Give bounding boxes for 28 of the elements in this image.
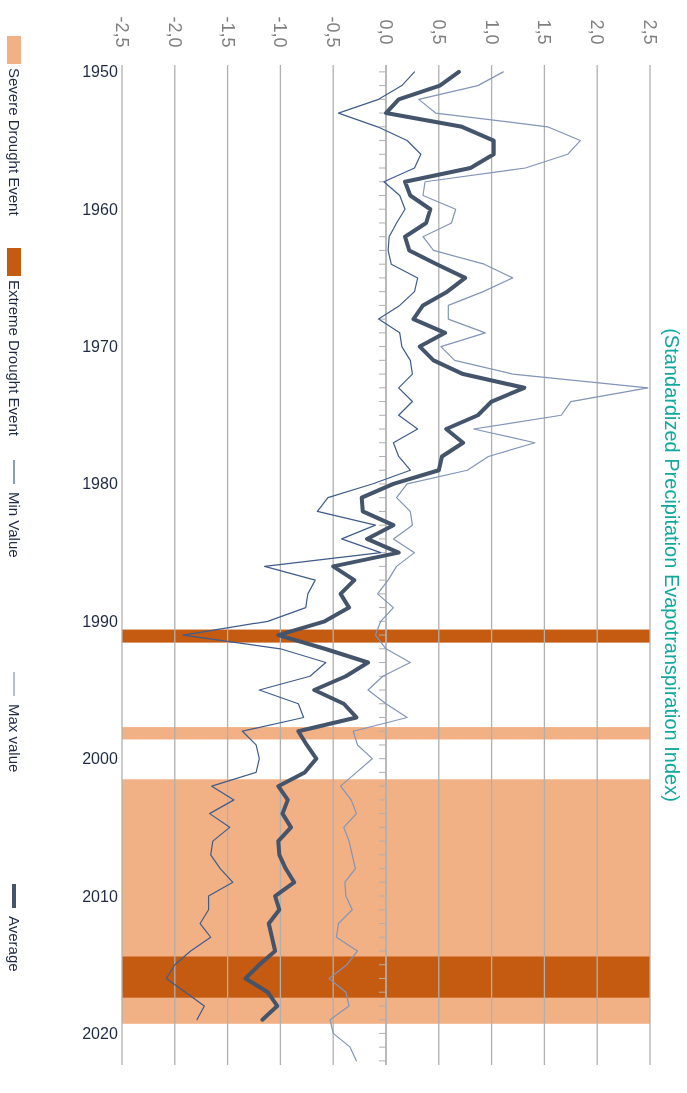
legend-label: Average [5,916,23,972]
x-tick-label: -2,5 [112,16,132,48]
x-tick-label: 2,0 [587,19,608,45]
x-tick-label: 1,0 [481,19,502,45]
line-series [165,71,422,1021]
y-tick-label: 1960 [82,200,118,218]
legend-label: Min Value [5,492,23,558]
y-tick-label: 1950 [82,63,118,81]
text: (Standardized Precipitation Evapotranspiration Index) [661,328,683,802]
x-tick-label: 0,5 [428,19,449,45]
x-tick-label: 2,5 [640,19,660,45]
x-tick-label: 0,0 [376,19,396,45]
line-series [328,71,649,1062]
x-tick-label: 1,5 [534,19,555,45]
x-tick-label: -1,0 [270,16,291,48]
x-tick-label: -1,5 [217,16,238,48]
line-series [243,69,527,1022]
y-tick-label: 1980 [82,475,118,493]
x-tick-label: -2,0 [164,16,185,48]
legend-label: Max value [5,704,23,773]
y-tick-label: 1990 [82,612,118,630]
y-tick-label: 2000 [82,750,118,768]
y-tick-label: 1970 [82,338,118,356]
legend-label: Extreme Drought Event [5,280,23,437]
y-tick-label: 2020 [82,1024,118,1042]
legend-label: Severe Drought Event [5,68,23,217]
x-tick-label: -0,5 [323,16,344,48]
y-tick-label: 2010 [82,887,118,905]
